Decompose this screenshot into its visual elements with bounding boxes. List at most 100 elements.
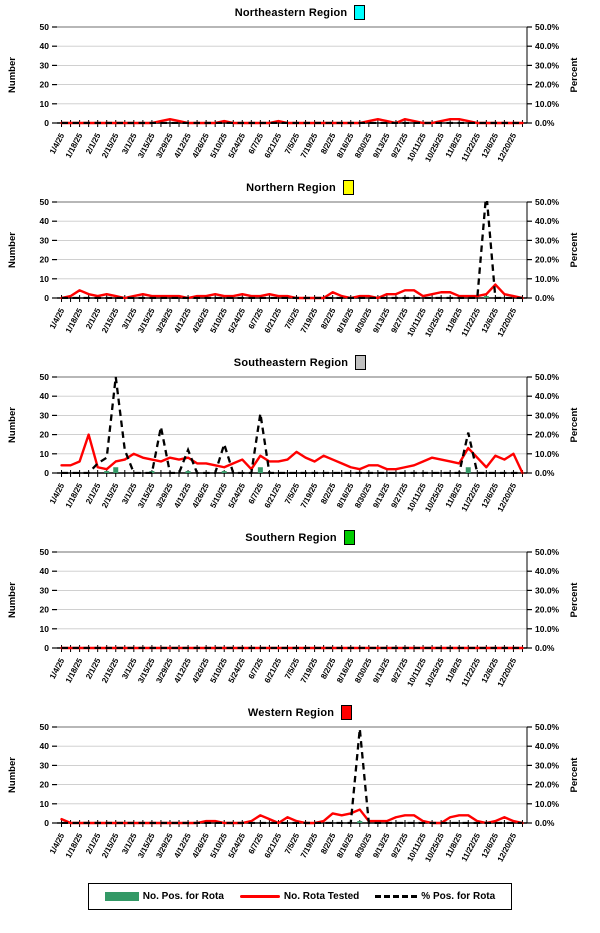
svg-text:40.0%: 40.0% <box>535 41 560 51</box>
svg-text:7/19/25: 7/19/25 <box>299 656 320 684</box>
svg-text:10.0%: 10.0% <box>535 99 560 109</box>
svg-text:2/15/25: 2/15/25 <box>100 656 121 684</box>
svg-text:0.0%: 0.0% <box>535 293 555 303</box>
svg-text:30: 30 <box>40 760 50 770</box>
svg-text:7/5/25: 7/5/25 <box>283 306 302 330</box>
svg-text:Percent: Percent <box>569 57 580 93</box>
svg-text:50.0%: 50.0% <box>535 22 560 32</box>
svg-text:1/4/25: 1/4/25 <box>48 131 67 155</box>
svg-text:50.0%: 50.0% <box>535 547 560 557</box>
svg-text:3/1/25: 3/1/25 <box>120 306 139 330</box>
svg-text:7/19/25: 7/19/25 <box>299 131 320 159</box>
svg-text:8/2/25: 8/2/25 <box>319 656 338 680</box>
svg-text:40.0%: 40.0% <box>535 391 560 401</box>
svg-text:3/1/25: 3/1/25 <box>120 481 139 505</box>
chart-plot: 0 10 20 30 40 50 0.0% 10.0% 20.0% 30.0% 40.0% 50.0%… <box>7 372 580 513</box>
svg-text:1/18/25: 1/18/25 <box>64 831 85 859</box>
svg-text:5/24/25: 5/24/25 <box>227 131 248 159</box>
legend-container: No. Pos. for Rota No. Rota Tested % Pos.… <box>0 883 600 910</box>
svg-text:6/7/25: 6/7/25 <box>247 656 266 680</box>
region-color-marker <box>341 705 353 720</box>
svg-text:6/7/25: 6/7/25 <box>247 831 266 855</box>
svg-text:10.0%: 10.0% <box>535 624 560 634</box>
chart-panel-western: Western Region 0 10 20 30 40 50 0.0% 10.0% 20.0%… <box>0 704 600 879</box>
svg-text:8/2/25: 8/2/25 <box>319 131 338 155</box>
svg-text:0.0%: 0.0% <box>535 818 555 828</box>
svg-text:7/19/25: 7/19/25 <box>299 306 320 334</box>
svg-text:20: 20 <box>40 605 50 615</box>
svg-text:Percent: Percent <box>569 757 580 793</box>
svg-text:5/24/25: 5/24/25 <box>227 306 248 334</box>
svg-text:0: 0 <box>44 643 49 653</box>
svg-text:Number: Number <box>7 582 18 618</box>
svg-text:2/15/25: 2/15/25 <box>100 481 121 509</box>
svg-text:30: 30 <box>40 410 50 420</box>
svg-text:50: 50 <box>40 547 50 557</box>
svg-text:10: 10 <box>40 99 50 109</box>
legend-item-percent: % Pos. for Rota <box>375 891 495 902</box>
svg-text:20.0%: 20.0% <box>535 430 560 440</box>
svg-text:50: 50 <box>40 372 50 382</box>
svg-text:1/18/25: 1/18/25 <box>64 306 85 334</box>
svg-text:20.0%: 20.0% <box>535 255 560 265</box>
svg-text:20.0%: 20.0% <box>535 780 560 790</box>
svg-text:1/4/25: 1/4/25 <box>48 306 67 330</box>
svg-text:3/1/25: 3/1/25 <box>120 131 139 155</box>
svg-text:7/5/25: 7/5/25 <box>283 481 302 505</box>
svg-text:8/2/25: 8/2/25 <box>319 481 338 505</box>
chart-legend: No. Pos. for Rota No. Rota Tested % Pos.… <box>87 883 513 910</box>
svg-text:1/18/25: 1/18/25 <box>64 656 85 684</box>
svg-text:2/1/25: 2/1/25 <box>84 306 103 330</box>
panel-title-row: Western Region <box>0 704 600 721</box>
svg-text:Percent: Percent <box>569 232 580 268</box>
region-color-marker <box>342 180 354 195</box>
svg-text:30.0%: 30.0% <box>535 585 560 595</box>
svg-text:20: 20 <box>40 255 50 265</box>
svg-text:2/15/25: 2/15/25 <box>100 131 121 159</box>
region-color-marker <box>355 355 367 370</box>
svg-text:2/1/25: 2/1/25 <box>84 131 103 155</box>
svg-text:30.0%: 30.0% <box>535 235 560 245</box>
svg-text:40: 40 <box>40 41 50 51</box>
svg-text:5/24/25: 5/24/25 <box>227 481 248 509</box>
panel-title: Southern Region <box>245 531 337 544</box>
svg-text:10: 10 <box>40 624 50 634</box>
svg-text:5/24/25: 5/24/25 <box>227 831 248 859</box>
svg-text:2/15/25: 2/15/25 <box>100 831 121 859</box>
svg-text:1/18/25: 1/18/25 <box>64 131 85 159</box>
chart-panel-southeastern: Southeastern Region 0 10 20 30 40 50 0.0% 10.0%… <box>0 354 600 529</box>
chart-panel-southern: Southern Region 0 10 20 30 40 50 0.0% 10.0% 20.0… <box>0 529 600 704</box>
svg-text:40: 40 <box>40 216 50 226</box>
svg-text:1/18/25: 1/18/25 <box>64 481 85 509</box>
chart-panel-northeastern: Northeastern Region 0 10 20 30 40 50 0.0% 10.0%… <box>0 4 600 179</box>
svg-text:6/7/25: 6/7/25 <box>247 481 266 505</box>
svg-text:20.0%: 20.0% <box>535 80 560 90</box>
svg-text:20: 20 <box>40 780 50 790</box>
svg-text:10: 10 <box>40 274 50 284</box>
panel-title-row: Northeastern Region <box>0 4 600 21</box>
svg-text:30: 30 <box>40 585 50 595</box>
svg-text:20: 20 <box>40 430 50 440</box>
svg-text:8/2/25: 8/2/25 <box>319 831 338 855</box>
svg-text:1/4/25: 1/4/25 <box>48 481 67 505</box>
svg-text:40.0%: 40.0% <box>535 566 560 576</box>
svg-text:Number: Number <box>7 57 18 93</box>
legend-label: No. Pos. for Rota <box>142 891 224 902</box>
svg-text:Number: Number <box>7 407 18 443</box>
svg-text:10: 10 <box>40 449 50 459</box>
svg-text:8/2/25: 8/2/25 <box>319 306 338 330</box>
svg-text:6/21/25: 6/21/25 <box>263 131 284 159</box>
svg-text:10.0%: 10.0% <box>535 449 560 459</box>
svg-text:40.0%: 40.0% <box>535 216 560 226</box>
svg-text:30.0%: 30.0% <box>535 760 560 770</box>
panel-title: Northern Region <box>246 181 336 194</box>
svg-text:Percent: Percent <box>569 407 580 443</box>
panel-title-row: Southern Region <box>0 529 600 546</box>
svg-text:40: 40 <box>40 391 50 401</box>
svg-text:6/21/25: 6/21/25 <box>263 306 284 334</box>
svg-text:1/4/25: 1/4/25 <box>48 656 67 680</box>
svg-text:40: 40 <box>40 741 50 751</box>
svg-text:40.0%: 40.0% <box>535 741 560 751</box>
legend-item-positives: No. Pos. for Rota <box>104 891 224 902</box>
